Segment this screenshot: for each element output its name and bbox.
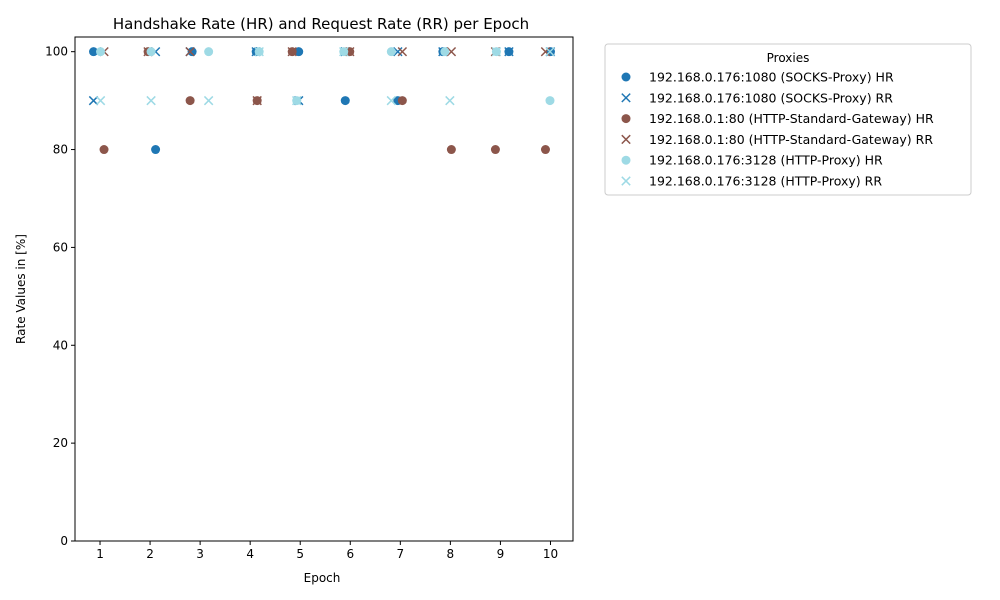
y-tick-label: 80 (53, 143, 68, 157)
data-point-x (504, 46, 514, 57)
legend-label: 192.168.0.176:1080 (SOCKS-Proxy) HR (649, 70, 894, 85)
data-point-circle (397, 96, 407, 106)
data-point-x (146, 95, 156, 106)
data-point-circle (99, 145, 109, 155)
legend-entry: 192.168.0.176:3128 (HTTP-Proxy) HR (621, 153, 883, 168)
legend-entry: 192.168.0.1:80 (HTTP-Standard-Gateway) R… (621, 132, 933, 147)
data-point-circle (146, 47, 156, 57)
data-point-circle (96, 47, 106, 57)
x-tick-label: 4 (246, 547, 254, 561)
data-point-x (252, 95, 262, 106)
data-point-circle (294, 47, 304, 57)
data-point-x (445, 95, 455, 106)
data-point-circle (386, 47, 396, 57)
data-point-x (88, 95, 99, 106)
legend-entry: 192.168.0.176:3128 (HTTP-Proxy) RR (621, 174, 882, 189)
data-point-circle (440, 47, 450, 57)
y-tick-label: 100 (45, 45, 68, 59)
data-point-x (95, 95, 106, 106)
x-tick-label: 3 (196, 547, 204, 561)
legend-marker-x (621, 93, 631, 103)
chart-title: Handshake Rate (HR) and Request Rate (RR… (113, 15, 529, 33)
data-point-x (393, 46, 403, 57)
plot-frame (74, 36, 574, 542)
legend-marker-circle (621, 114, 631, 124)
y-tick-label: 20 (53, 436, 68, 450)
series-6 (95, 46, 555, 106)
legend-entry: 192.168.0.1:80 (HTTP-Standard-Gateway) H… (621, 111, 934, 126)
legend-label: 192.168.0.176:3128 (HTTP-Proxy) HR (649, 153, 883, 168)
legend-marker-circle (621, 155, 631, 165)
data-point-circle (545, 96, 555, 106)
data-point-circle (540, 145, 550, 155)
data-point-x (446, 46, 457, 57)
y-tick-label: 0 (60, 534, 68, 548)
x-axis-title: Epoch (304, 571, 341, 585)
data-point-circle (89, 47, 99, 57)
x-tick-label: 7 (397, 547, 405, 561)
y-axis: 0 20 40 60 80 100 (45, 45, 75, 548)
data-points (88, 46, 556, 155)
data-point-circle (185, 96, 195, 106)
data-point-circle (204, 47, 214, 57)
data-point-circle (446, 145, 456, 155)
legend-label: 192.168.0.1:80 (HTTP-Standard-Gateway) H… (649, 111, 934, 126)
x-tick-label: 10 (543, 547, 558, 561)
x-axis: 1 2 3 4 5 6 7 8 9 10 (96, 541, 558, 561)
legend-marker-circle (621, 72, 631, 82)
y-tick-label: 60 (53, 240, 68, 254)
data-point-x (386, 95, 397, 106)
y-axis-title: Rate Values in [%] (14, 234, 28, 344)
data-point-x (545, 46, 555, 57)
x-tick-label: 1 (96, 547, 104, 561)
data-point-x (397, 46, 408, 57)
data-point-circle (151, 145, 161, 155)
legend-label: 192.168.0.176:3128 (HTTP-Proxy) RR (649, 174, 882, 189)
x-tick-label: 9 (497, 547, 505, 561)
legend-box (604, 43, 972, 196)
legend-marker-x (621, 134, 631, 145)
data-point-x (203, 95, 214, 106)
data-point-x (491, 46, 502, 57)
data-point-x (254, 46, 264, 57)
legend-entry: 192.168.0.176:1080 (SOCKS-Proxy) HR (621, 70, 894, 85)
legend-marker-x (621, 176, 631, 186)
data-point-x (540, 46, 551, 57)
legend-label: 192.168.0.176:1080 (SOCKS-Proxy) RR (649, 90, 893, 105)
legend-items: 192.168.0.176:1080 (SOCKS-Proxy) HR 192.1… (621, 70, 934, 189)
x-tick-label: 8 (447, 547, 455, 561)
x-tick-label: 6 (346, 547, 354, 561)
data-point-circle (490, 145, 500, 155)
legend-label: 192.168.0.1:80 (HTTP-Standard-Gateway) R… (649, 132, 933, 147)
legend: Proxies 192.168.0.176:1080 (SOCKS-Proxy)… (604, 43, 972, 196)
x-tick-label: 5 (296, 547, 304, 561)
y-tick-label: 40 (53, 338, 68, 352)
data-point-x (291, 95, 302, 106)
legend-title: Proxies (767, 51, 810, 65)
data-point-x (339, 46, 349, 57)
data-point-circle (187, 47, 197, 57)
data-point-x (287, 46, 297, 57)
legend-entry: 192.168.0.176:1080 (SOCKS-Proxy) RR (621, 90, 893, 105)
data-point-circle (340, 96, 350, 106)
x-tick-label: 2 (146, 547, 154, 561)
data-point-x (185, 46, 195, 57)
